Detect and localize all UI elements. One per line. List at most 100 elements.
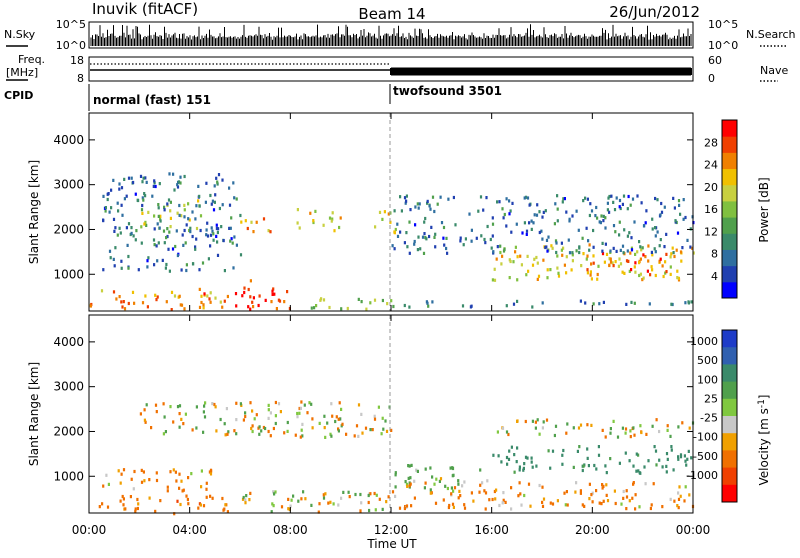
echo-cell [174, 244, 177, 249]
echo-cell [187, 202, 190, 206]
colorbar-tick-label: -25 [700, 412, 718, 425]
echo-cell [179, 502, 182, 507]
echo-cell [687, 300, 690, 304]
echo-cell [206, 294, 209, 298]
echo-cell [588, 243, 591, 247]
echo-cell [486, 224, 489, 229]
echo-cell [239, 253, 243, 257]
echo-cell [112, 257, 115, 261]
echo-cell [633, 265, 636, 269]
echo-cell [666, 424, 669, 428]
echo-cell [262, 217, 266, 221]
echo-cell [178, 472, 181, 476]
echo-cell [672, 196, 675, 200]
echo-cell [183, 215, 186, 219]
echo-cell [393, 247, 396, 251]
echo-cell [120, 300, 123, 304]
echo-cell [622, 194, 626, 198]
echo-cell [224, 433, 227, 437]
echo-cell [400, 209, 403, 213]
echo-cell [638, 505, 641, 509]
echo-cell [180, 417, 183, 421]
echo-cell [479, 483, 482, 487]
echo-cell [340, 496, 343, 500]
echo-cell [670, 252, 673, 256]
echo-cell [143, 418, 146, 422]
echo-cell [332, 502, 335, 506]
echo-cell [337, 427, 340, 431]
echo-cell [610, 194, 613, 198]
echo-cell [272, 426, 275, 431]
colorbar-swatch [722, 184, 737, 202]
x-axis-label: Time UT [366, 537, 417, 551]
echo-cell [575, 249, 578, 253]
echo-cell [659, 257, 662, 261]
echo-cell [300, 400, 303, 404]
echo-cell [121, 213, 124, 217]
echo-cell [147, 256, 150, 260]
echo-cell [627, 194, 630, 199]
echo-cell [298, 411, 301, 415]
echo-cell [201, 261, 205, 265]
echo-cell [404, 480, 407, 484]
power-y-ticks: 1000 2000 3000 4000 [53, 133, 693, 281]
echo-cell [119, 481, 122, 485]
echo-cell [661, 264, 664, 268]
echo-cell [223, 269, 226, 273]
echo-cell [187, 217, 190, 221]
echo-cell [301, 422, 304, 426]
echo-cell [642, 276, 645, 280]
echo-cell [612, 419, 615, 423]
echo-cell [588, 497, 591, 501]
echo-cell [624, 451, 627, 455]
echo-cell [381, 416, 384, 420]
echo-cell [628, 499, 631, 503]
echo-cell [414, 205, 417, 209]
echo-cell [561, 200, 564, 204]
echo-cell [678, 485, 681, 489]
echo-cell [454, 223, 457, 227]
colorbar-swatch [722, 152, 737, 170]
echo-cell [185, 223, 188, 227]
echo-cell [516, 278, 519, 282]
echo-cell [519, 254, 522, 258]
colorbar-swatch [722, 347, 737, 365]
echo-cell [144, 294, 147, 298]
echo-cell [645, 432, 648, 436]
echo-cell [461, 304, 465, 308]
colorbar-tick-label: -1000 [686, 469, 718, 482]
freq-right-tick-bottom: 0 [708, 72, 715, 85]
echo-cell [604, 226, 607, 230]
echo-cell [155, 244, 158, 248]
echo-cell [546, 249, 549, 253]
echo-cell [584, 301, 587, 305]
echo-cell [406, 245, 409, 249]
echo-cell [199, 503, 202, 507]
echo-cell [676, 276, 679, 280]
echo-cell [614, 230, 617, 234]
colorbar-tick-label: 25 [704, 392, 718, 405]
echo-cell [121, 494, 124, 499]
echo-cell [665, 452, 669, 456]
echo-cell [430, 225, 433, 229]
echo-cell [215, 226, 218, 231]
echo-cell [408, 251, 411, 255]
echo-cell [458, 489, 461, 493]
echo-cell [680, 259, 683, 263]
echo-cell [258, 294, 261, 298]
y-tick-label: 2000 [53, 424, 84, 438]
echo-cell [202, 306, 205, 310]
echo-cell [169, 209, 172, 213]
echo-cell [498, 503, 501, 508]
echo-cell [251, 409, 254, 413]
echo-cell [535, 255, 538, 260]
echo-cell [683, 499, 686, 503]
echo-cell [665, 270, 668, 274]
echo-cell [223, 422, 226, 426]
echo-cell [686, 238, 689, 242]
colorbar-swatch [722, 136, 737, 153]
echo-cell [405, 482, 409, 486]
echo-cell [547, 449, 550, 453]
echo-cell [665, 464, 668, 468]
echo-cell [367, 493, 370, 498]
